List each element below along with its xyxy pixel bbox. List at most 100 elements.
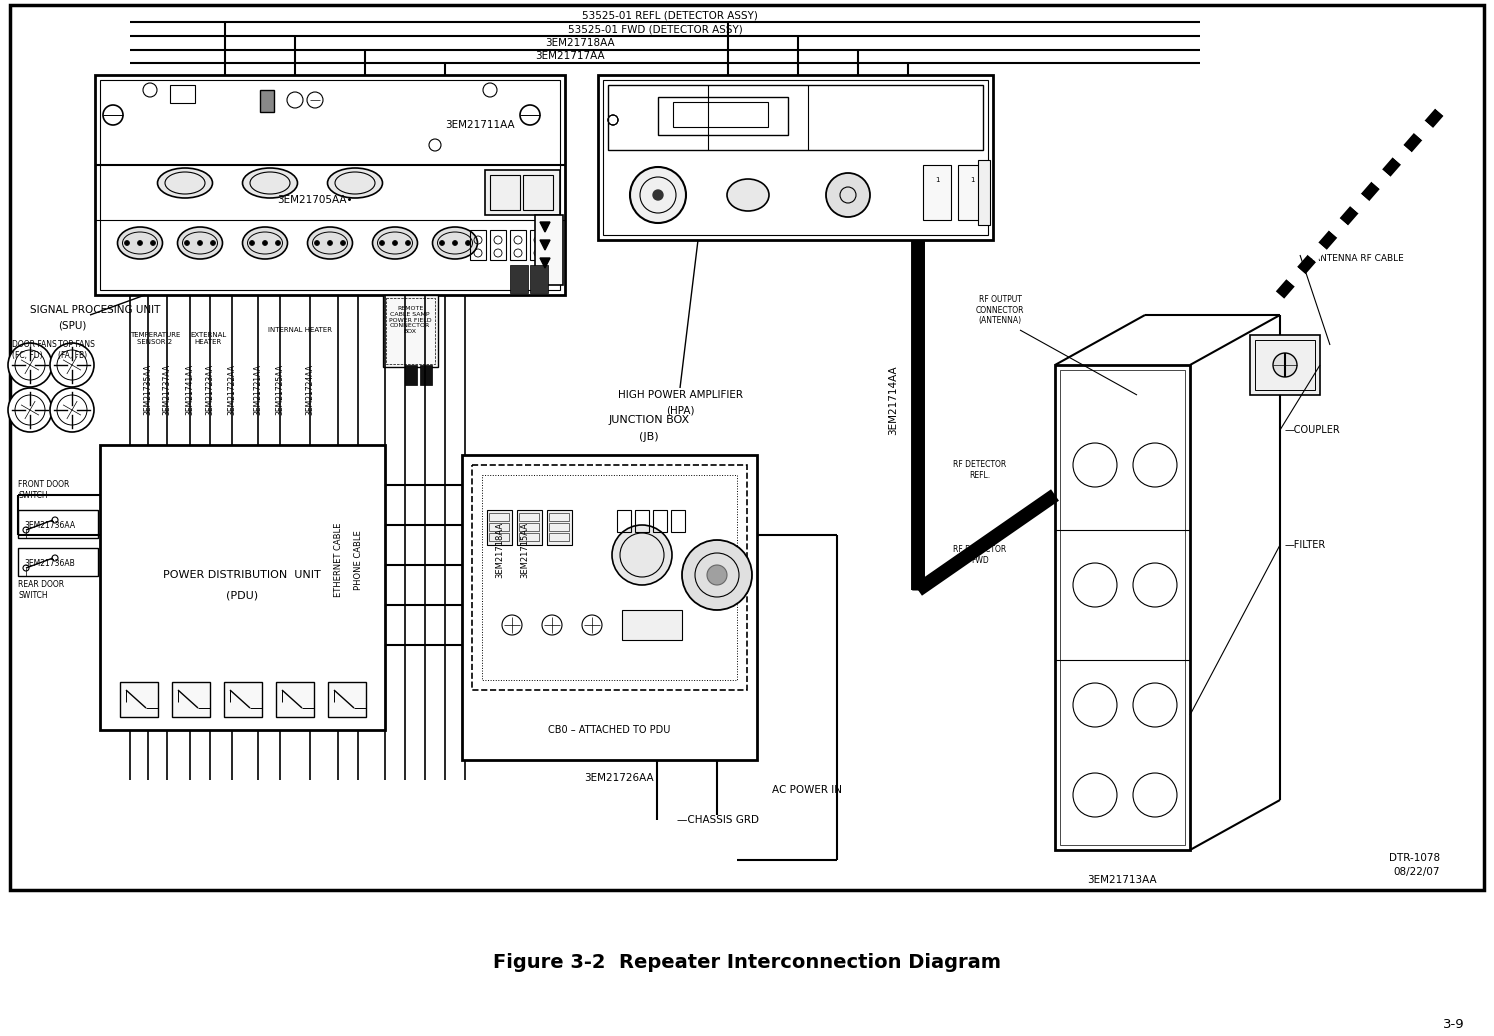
- Text: —CHASSIS GRD: —CHASSIS GRD: [677, 815, 759, 825]
- Circle shape: [137, 240, 142, 246]
- Bar: [420, 365, 432, 385]
- Bar: [385, 298, 435, 364]
- Bar: [617, 510, 630, 533]
- Bar: [487, 510, 512, 545]
- Circle shape: [405, 240, 411, 246]
- Ellipse shape: [308, 227, 353, 259]
- Text: PHONE CABLE: PHONE CABLE: [354, 530, 363, 589]
- Text: 3EM21735AA: 3EM21735AA: [143, 364, 152, 415]
- Bar: [548, 533, 569, 541]
- Circle shape: [315, 240, 320, 246]
- Bar: [547, 510, 572, 545]
- Bar: [653, 510, 666, 533]
- Text: 3EM21718AA: 3EM21718AA: [545, 38, 616, 48]
- Circle shape: [826, 173, 870, 217]
- Bar: [276, 682, 314, 717]
- Bar: [518, 533, 539, 541]
- Bar: [979, 160, 991, 225]
- Ellipse shape: [118, 227, 163, 259]
- Text: DOOR FANS
(FC, FD): DOOR FANS (FC, FD): [12, 340, 57, 359]
- Text: RF OUTPUT
CONNECTOR
(ANTENNA): RF OUTPUT CONNECTOR (ANTENNA): [976, 295, 1025, 325]
- Text: 3EM21736AB: 3EM21736AB: [24, 558, 75, 568]
- Text: CB0 – ATTACHED TO PDU: CB0 – ATTACHED TO PDU: [548, 725, 671, 735]
- Bar: [486, 170, 560, 215]
- Text: 53525-01 REFL (DETECTOR ASSY): 53525-01 REFL (DETECTOR ASSY): [583, 10, 757, 20]
- Ellipse shape: [728, 179, 769, 211]
- Text: 3EM21723AA: 3EM21723AA: [206, 364, 215, 415]
- Bar: [672, 102, 768, 127]
- Text: INTERNAL HEATER: INTERNAL HEATER: [267, 327, 332, 333]
- Bar: [598, 75, 994, 240]
- Text: 1: 1: [935, 177, 940, 183]
- Text: HIGH POWER AMPLIFIER: HIGH POWER AMPLIFIER: [617, 390, 743, 400]
- Circle shape: [49, 343, 94, 387]
- Bar: [604, 80, 988, 235]
- Circle shape: [439, 240, 445, 246]
- Bar: [18, 510, 99, 538]
- Bar: [530, 230, 545, 260]
- Bar: [1255, 340, 1315, 390]
- Ellipse shape: [178, 227, 223, 259]
- Polygon shape: [539, 222, 550, 232]
- Ellipse shape: [432, 227, 478, 259]
- Bar: [471, 230, 486, 260]
- Text: RF DETECTOR
REFL.: RF DETECTOR REFL.: [953, 460, 1007, 480]
- Bar: [671, 510, 686, 533]
- Text: TOP FANS
(FA, FB): TOP FANS (FA, FB): [58, 340, 96, 359]
- Bar: [517, 510, 542, 545]
- Text: 53525-01 FWD (DETECTOR ASSY): 53525-01 FWD (DETECTOR ASSY): [568, 24, 743, 34]
- Text: DTR-1078: DTR-1078: [1389, 853, 1440, 863]
- Polygon shape: [539, 240, 550, 250]
- Bar: [462, 455, 757, 760]
- Bar: [490, 230, 506, 260]
- Text: (SPU): (SPU): [58, 320, 87, 330]
- Text: TEMPERATURE
SENSOR 2: TEMPERATURE SENSOR 2: [130, 332, 181, 345]
- Circle shape: [49, 388, 94, 432]
- Bar: [509, 230, 526, 260]
- Text: (HPA): (HPA): [666, 405, 695, 415]
- Circle shape: [151, 240, 155, 246]
- Text: 3EM21736AA: 3EM21736AA: [24, 520, 75, 529]
- Bar: [518, 523, 539, 531]
- Circle shape: [7, 343, 52, 387]
- Bar: [329, 682, 366, 717]
- Bar: [548, 523, 569, 531]
- Bar: [622, 610, 681, 640]
- Text: 3EM21726AA: 3EM21726AA: [584, 773, 654, 783]
- Circle shape: [393, 240, 397, 246]
- Circle shape: [7, 388, 52, 432]
- Text: 3EM21737AA: 3EM21737AA: [163, 364, 172, 415]
- Bar: [489, 533, 509, 541]
- Circle shape: [707, 565, 728, 585]
- Bar: [18, 548, 99, 576]
- Circle shape: [211, 240, 215, 246]
- Circle shape: [327, 240, 333, 246]
- Text: —COUPLER: —COUPLER: [1285, 425, 1340, 435]
- Bar: [489, 513, 509, 521]
- Text: 1: 1: [970, 177, 974, 183]
- Ellipse shape: [157, 168, 212, 198]
- Bar: [489, 523, 509, 531]
- Text: 3EM21711AA: 3EM21711AA: [445, 120, 514, 130]
- Bar: [1250, 335, 1321, 395]
- Text: 3EM21724AA: 3EM21724AA: [305, 364, 315, 415]
- Polygon shape: [539, 258, 550, 268]
- Bar: [260, 90, 273, 112]
- Bar: [224, 682, 261, 717]
- Circle shape: [249, 240, 254, 246]
- Text: —FILTER: —FILTER: [1285, 540, 1327, 550]
- Text: 3EM21715AA: 3EM21715AA: [520, 522, 529, 578]
- Text: 3EM21705AA•: 3EM21705AA•: [278, 195, 353, 205]
- Bar: [405, 365, 417, 385]
- Circle shape: [1273, 353, 1297, 377]
- Text: —ANTENNA RF CABLE: —ANTENNA RF CABLE: [1304, 254, 1404, 262]
- Bar: [518, 513, 539, 521]
- Text: RF DETECTOR
FWD: RF DETECTOR FWD: [953, 545, 1007, 565]
- Text: Figure 3-2  Repeater Interconnection Diagram: Figure 3-2 Repeater Interconnection Diag…: [493, 953, 1001, 973]
- Bar: [1061, 370, 1185, 845]
- Text: SIGNAL PROCESING UNIT: SIGNAL PROCESING UNIT: [30, 305, 160, 315]
- Bar: [509, 265, 527, 293]
- Circle shape: [197, 240, 203, 246]
- Bar: [490, 175, 520, 210]
- Ellipse shape: [327, 168, 382, 198]
